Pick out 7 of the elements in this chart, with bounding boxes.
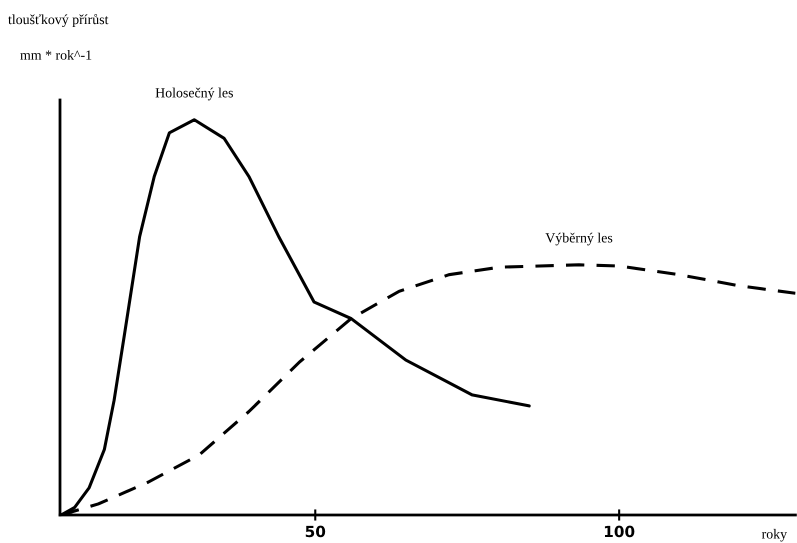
x-tick-label: 50 (306, 526, 326, 538)
x-axis-title: roky (762, 528, 788, 542)
x-tick-label: 100 (604, 526, 634, 538)
text: mm * rok^-1 (20, 50, 92, 60)
series-label: Výběrný les (545, 232, 612, 246)
series-label: Holosečný les (156, 88, 233, 100)
text: tloušťkový přírůst (8, 14, 108, 28)
